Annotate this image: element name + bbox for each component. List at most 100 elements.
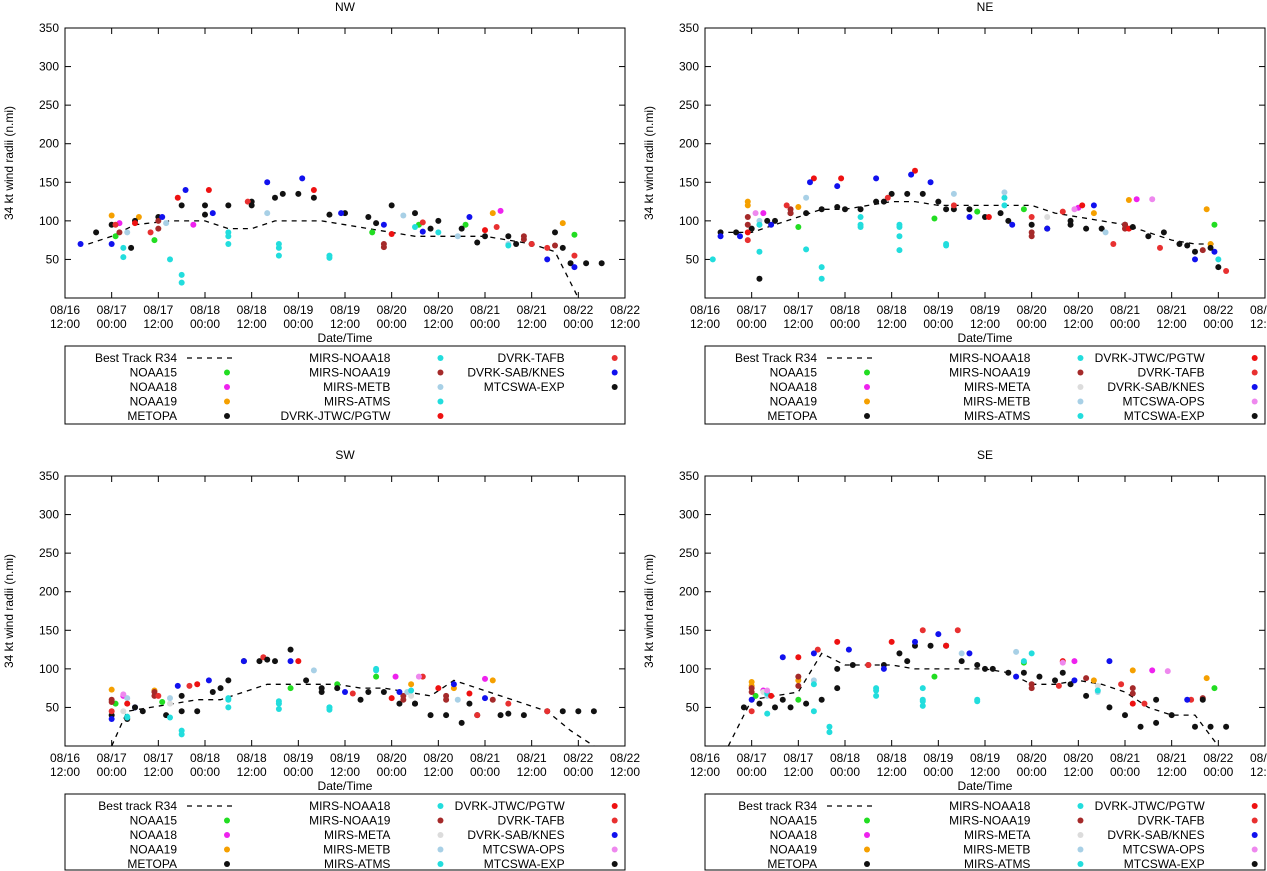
x-tick-label-line: 08/17 bbox=[143, 303, 173, 317]
point-dvrk-jtwc-pgtw bbox=[205, 187, 212, 193]
point-dvrk-sab-knes bbox=[380, 221, 387, 228]
x-tick-label-line: 08/21 bbox=[1157, 751, 1187, 765]
point-dvrk-tafb bbox=[493, 224, 500, 231]
x-tick-label-line: 08/22 bbox=[610, 303, 640, 317]
point-mirs-atms bbox=[1215, 256, 1222, 263]
point-mtcswa-ops bbox=[1164, 668, 1171, 675]
point-noaa18 bbox=[482, 675, 488, 682]
legend-marker-metopa bbox=[224, 413, 230, 419]
x-tick-label-line: 12:00 bbox=[690, 317, 720, 331]
point-metopa bbox=[482, 233, 488, 240]
x-tick-label-line: 08/20 bbox=[377, 303, 407, 317]
point-mirs-atms bbox=[896, 221, 903, 228]
x-tick-label-line: 00:00 bbox=[737, 317, 767, 331]
point-metopa bbox=[575, 708, 582, 715]
point-dvrk-sab-knes bbox=[927, 179, 934, 186]
legend-marker-mirs-noaa18 bbox=[1077, 355, 1084, 361]
y-tick-label: 250 bbox=[39, 546, 59, 560]
y-axis-label: 34 kt wind radii (n.mi) bbox=[2, 554, 16, 668]
point-metopa bbox=[966, 206, 973, 213]
point-mtcswa-exp bbox=[1059, 669, 1066, 676]
legend-marker-noaa18 bbox=[224, 384, 230, 390]
x-tick-label-line: 12:00 bbox=[330, 765, 360, 779]
point-mirs-atms bbox=[857, 221, 864, 228]
x-tick-label: 08/22 00:00 bbox=[1203, 303, 1233, 331]
x-tick-label: 08/20 00:00 bbox=[1017, 303, 1047, 331]
x-tick-label-line: 12:00 bbox=[423, 765, 453, 779]
x-tick-label-line: 00:00 bbox=[1110, 765, 1140, 779]
x-tick-label-line: 12:00 bbox=[1157, 317, 1187, 331]
x-tick-label: 08/21 00:00 bbox=[470, 751, 500, 779]
point-metopa bbox=[272, 658, 278, 665]
point-mtcswa-exp bbox=[834, 665, 841, 672]
point-mirs-atms bbox=[857, 214, 864, 220]
point-dvrk-jtwc-pgtw bbox=[132, 220, 138, 227]
point-metopa bbox=[388, 202, 395, 209]
legend-label: MIRS-META bbox=[324, 828, 390, 842]
legend-frame bbox=[704, 345, 1266, 425]
legend-marker-metopa bbox=[224, 861, 230, 867]
x-tick-label: 08/21 12:00 bbox=[517, 303, 547, 331]
point-noaa19 bbox=[108, 212, 115, 219]
point-dvrk-tafb bbox=[571, 252, 578, 259]
legend-marker-mirs-noaa19 bbox=[1077, 369, 1084, 376]
x-tick-label-line: 12:00 bbox=[143, 317, 173, 331]
x-tick-label: 08/18 12:00 bbox=[877, 751, 907, 779]
legend-label: METOPA bbox=[767, 409, 817, 423]
x-tick-label: 08/21 12:00 bbox=[517, 751, 547, 779]
x-tick-label-line: 00:00 bbox=[923, 317, 953, 331]
point-dvrk-sab-knes bbox=[1192, 256, 1198, 263]
y-axis-label: 34 kt wind radii (n.mi) bbox=[2, 106, 16, 220]
point-dvrk-tafb bbox=[1141, 700, 1148, 707]
point-metopa bbox=[857, 206, 864, 213]
legend-label: MIRS-NOAA19 bbox=[309, 814, 391, 828]
point-dvrk-tafb bbox=[744, 237, 751, 244]
point-metopa bbox=[1192, 723, 1198, 730]
point-dvrk-jtwc-pgtw bbox=[810, 175, 817, 182]
point-mirs-noaa18 bbox=[810, 708, 817, 715]
legend-marker-mirs-metb bbox=[1077, 846, 1084, 853]
point-dvrk-tafb bbox=[1157, 244, 1163, 251]
point-mirs-atms bbox=[810, 681, 817, 688]
legend-label: METOPA bbox=[127, 409, 177, 423]
x-tick-label-line: 08/19 bbox=[283, 751, 313, 765]
legend-marker-noaa19 bbox=[864, 846, 870, 853]
y-tick-label: 250 bbox=[679, 546, 699, 560]
point-metopa bbox=[1168, 712, 1175, 719]
x-tick-label: 08/22 00:00 bbox=[1203, 751, 1233, 779]
legend-label: MIRS-NOAA18 bbox=[309, 799, 391, 813]
x-axis-label: Date/Time bbox=[958, 331, 1013, 345]
y-tick-label: 50 bbox=[686, 252, 700, 266]
legend-label: MIRS-ATMS bbox=[324, 395, 390, 409]
point-mirs-noaa18 bbox=[826, 729, 833, 736]
y-tick-label: 150 bbox=[679, 623, 699, 637]
point-metopa bbox=[803, 210, 810, 217]
legend-label: NOAA15 bbox=[130, 814, 178, 828]
point-mirs-metb bbox=[454, 233, 461, 240]
point-dvrk-tafb bbox=[748, 708, 755, 715]
x-tick-label-line: 00:00 bbox=[830, 317, 860, 331]
legend-marker-mirs-noaa18 bbox=[1077, 803, 1084, 809]
point-mirs-atms bbox=[1094, 687, 1101, 694]
legend-label: METOPA bbox=[127, 857, 177, 871]
legend-marker-mirs-atms bbox=[437, 861, 444, 867]
x-tick-label-line: 00:00 bbox=[377, 765, 407, 779]
legend-marker-mtcswa-exp bbox=[1251, 861, 1258, 867]
point-metopa bbox=[756, 700, 763, 707]
point-mirs-metb bbox=[1102, 229, 1109, 236]
legend-label: MIRS-ATMS bbox=[324, 857, 390, 871]
point-dvrk-sab-knes bbox=[419, 228, 426, 235]
point-dvrk-sab-knes bbox=[845, 646, 852, 653]
point-mtcswa-ops bbox=[1059, 659, 1066, 666]
x-tick-label-line: 12:00 bbox=[517, 317, 547, 331]
legend-label: NOAA18 bbox=[770, 828, 818, 842]
point-dvrk-sab-knes bbox=[912, 638, 918, 645]
x-tick-label-line: 00:00 bbox=[1017, 317, 1047, 331]
y-tick-label: 100 bbox=[679, 214, 699, 228]
point-mirs-atms bbox=[919, 696, 926, 703]
x-tick-label-line: 12:00 bbox=[1063, 765, 1093, 779]
x-tick-label-line: 12:00 bbox=[50, 765, 80, 779]
point-dvrk-sab-knes bbox=[174, 682, 181, 689]
